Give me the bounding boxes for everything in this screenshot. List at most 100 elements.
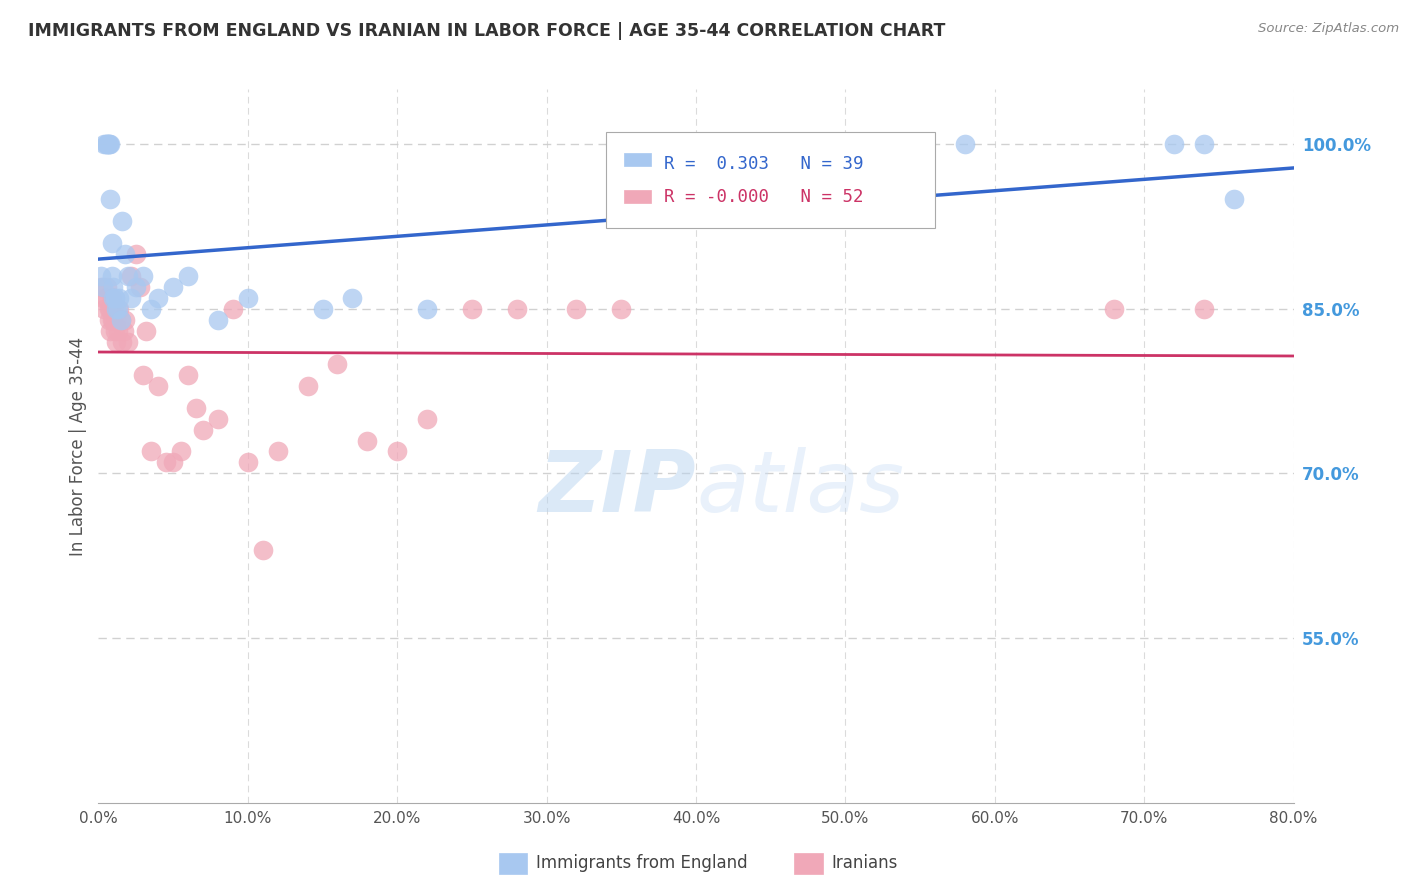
FancyBboxPatch shape — [624, 190, 651, 203]
Point — [91, 291, 114, 305]
Point — [96, 137, 118, 152]
Point — [148, 378, 170, 392]
Point — [96, 280, 118, 294]
Point — [1163, 137, 1185, 152]
Point — [207, 411, 229, 425]
Point — [114, 247, 136, 261]
Point — [104, 291, 127, 305]
Point — [90, 268, 112, 283]
Point — [100, 192, 122, 206]
Point — [111, 334, 134, 349]
Point — [1192, 137, 1215, 152]
Point — [101, 312, 124, 326]
Point — [416, 301, 439, 316]
Point — [1104, 301, 1126, 316]
Point — [610, 301, 633, 316]
Text: R =  0.303   N = 39: R = 0.303 N = 39 — [664, 155, 863, 173]
Point — [112, 324, 135, 338]
Point — [100, 301, 122, 316]
Point — [104, 324, 127, 338]
Point — [236, 291, 259, 305]
Point — [297, 378, 319, 392]
Point — [97, 137, 120, 152]
Text: IMMIGRANTS FROM ENGLAND VS IRANIAN IN LABOR FORCE | AGE 35-44 CORRELATION CHART: IMMIGRANTS FROM ENGLAND VS IRANIAN IN LA… — [28, 22, 945, 40]
Point — [90, 280, 112, 294]
Point — [252, 543, 274, 558]
Point — [267, 444, 290, 458]
Point — [1223, 192, 1246, 206]
Point — [114, 312, 136, 326]
Point — [1192, 301, 1215, 316]
Text: R = -0.000   N = 52: R = -0.000 N = 52 — [664, 187, 863, 206]
Point — [139, 301, 162, 316]
Point — [91, 280, 114, 294]
Point — [162, 280, 184, 294]
Point — [155, 455, 177, 469]
Point — [97, 137, 120, 152]
Text: atlas: atlas — [696, 447, 904, 531]
Point — [97, 301, 120, 316]
Y-axis label: In Labor Force | Age 35-44: In Labor Force | Age 35-44 — [69, 336, 87, 556]
Point — [506, 301, 529, 316]
Point — [326, 357, 349, 371]
Point — [108, 291, 131, 305]
Point — [103, 312, 125, 326]
Point — [139, 444, 162, 458]
Point — [107, 301, 129, 316]
Text: ZIP: ZIP — [538, 447, 696, 531]
Point — [135, 324, 157, 338]
Point — [104, 291, 127, 305]
Point — [125, 247, 148, 261]
Point — [385, 444, 409, 458]
Text: Immigrants from England: Immigrants from England — [536, 855, 748, 872]
Point — [107, 324, 129, 338]
Point — [222, 301, 245, 316]
Point — [94, 291, 117, 305]
Point — [132, 368, 155, 382]
Point — [356, 434, 378, 448]
Point — [105, 312, 128, 326]
Point — [236, 455, 259, 469]
Point — [177, 268, 200, 283]
Point — [125, 280, 148, 294]
Text: Source: ZipAtlas.com: Source: ZipAtlas.com — [1258, 22, 1399, 36]
Point — [93, 137, 115, 152]
Point — [94, 137, 117, 152]
Point — [105, 301, 128, 316]
Point — [100, 324, 122, 338]
Point — [565, 301, 588, 316]
Point — [110, 312, 132, 326]
Point — [129, 280, 152, 294]
Point — [108, 301, 131, 316]
Point — [117, 268, 139, 283]
FancyBboxPatch shape — [624, 153, 651, 166]
Point — [103, 301, 125, 316]
Point — [103, 291, 125, 305]
Point — [162, 455, 184, 469]
Text: Iranians: Iranians — [831, 855, 897, 872]
Point — [93, 301, 115, 316]
Point — [311, 301, 333, 316]
Point — [101, 268, 124, 283]
Point — [953, 137, 976, 152]
Point — [103, 280, 125, 294]
Point — [105, 334, 128, 349]
Point — [97, 312, 120, 326]
Point — [111, 214, 134, 228]
Point — [120, 291, 142, 305]
Point — [207, 312, 229, 326]
Point — [342, 291, 364, 305]
Point — [191, 423, 214, 437]
Point — [177, 368, 200, 382]
Point — [132, 268, 155, 283]
Point — [120, 268, 142, 283]
Point — [110, 312, 132, 326]
Point — [461, 301, 484, 316]
Point — [148, 291, 170, 305]
Point — [101, 291, 124, 305]
FancyBboxPatch shape — [606, 132, 935, 228]
Point — [184, 401, 207, 415]
Point — [100, 137, 122, 152]
Point — [416, 411, 439, 425]
Point — [101, 235, 124, 250]
